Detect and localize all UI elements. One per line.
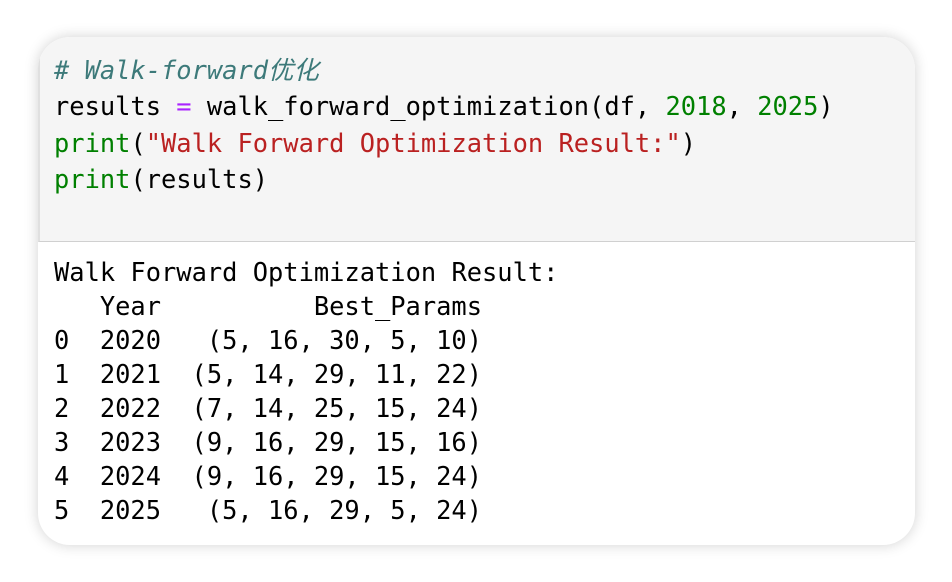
code-token: 2025 xyxy=(757,91,819,122)
row-index: 3 xyxy=(54,427,70,457)
code-token: = xyxy=(176,91,192,122)
year: 2023 xyxy=(99,427,161,457)
code-token: "Walk Forward Optimization Result:" xyxy=(145,127,681,158)
code-token: results xyxy=(54,91,177,122)
best-params: (9, 16, 29, 15, 24) xyxy=(191,461,482,491)
code-area[interactable]: # Walk-forward优化 results = walk_forward_o… xyxy=(38,37,915,242)
code-line: # Walk-forward优化 xyxy=(54,52,319,88)
code-line: print("Walk Forward Optimization Result:… xyxy=(54,125,696,161)
code-token: ) xyxy=(680,127,697,158)
best-params: (5, 16, 30, 5, 10) xyxy=(206,325,482,355)
column-header: Year xyxy=(99,291,161,321)
code-line: results = walk_forward_optimization(df, … xyxy=(54,88,834,124)
row-index: 1 xyxy=(54,359,70,389)
row-index: 4 xyxy=(54,461,70,491)
code-token: ) xyxy=(818,91,834,122)
year: 2022 xyxy=(99,393,161,423)
year: 2024 xyxy=(99,461,161,491)
row-index: 0 xyxy=(54,325,70,355)
row-index: 2 xyxy=(54,393,70,423)
code-token: ( xyxy=(130,127,146,158)
best-params: (7, 14, 25, 15, 24) xyxy=(191,393,482,423)
year: 2020 xyxy=(99,325,161,355)
best-params: (9, 16, 29, 15, 16) xyxy=(191,427,482,457)
best-params: (5, 14, 29, 11, 22) xyxy=(191,359,482,389)
year: 2021 xyxy=(99,359,161,389)
code-token: 2018 xyxy=(665,91,727,122)
code-token: walk_forward_optimization(df, xyxy=(191,91,666,122)
code-token: print xyxy=(54,127,131,158)
best-params: (5, 16, 29, 5, 24) xyxy=(206,495,482,525)
year: 2025 xyxy=(99,495,161,525)
code-token: print xyxy=(54,163,131,194)
row-index: 5 xyxy=(54,495,70,525)
code-token: , xyxy=(726,91,758,122)
output-heading: Walk Forward Optimization Result: xyxy=(54,257,559,287)
code-token: (results) xyxy=(130,163,269,194)
code-token: # Walk-forward优化 xyxy=(54,55,319,85)
notebook-cell: # Walk-forward优化 results = walk_forward_o… xyxy=(38,37,915,545)
code-line: print(results) xyxy=(54,161,268,197)
column-header: Best_Params xyxy=(313,291,482,321)
